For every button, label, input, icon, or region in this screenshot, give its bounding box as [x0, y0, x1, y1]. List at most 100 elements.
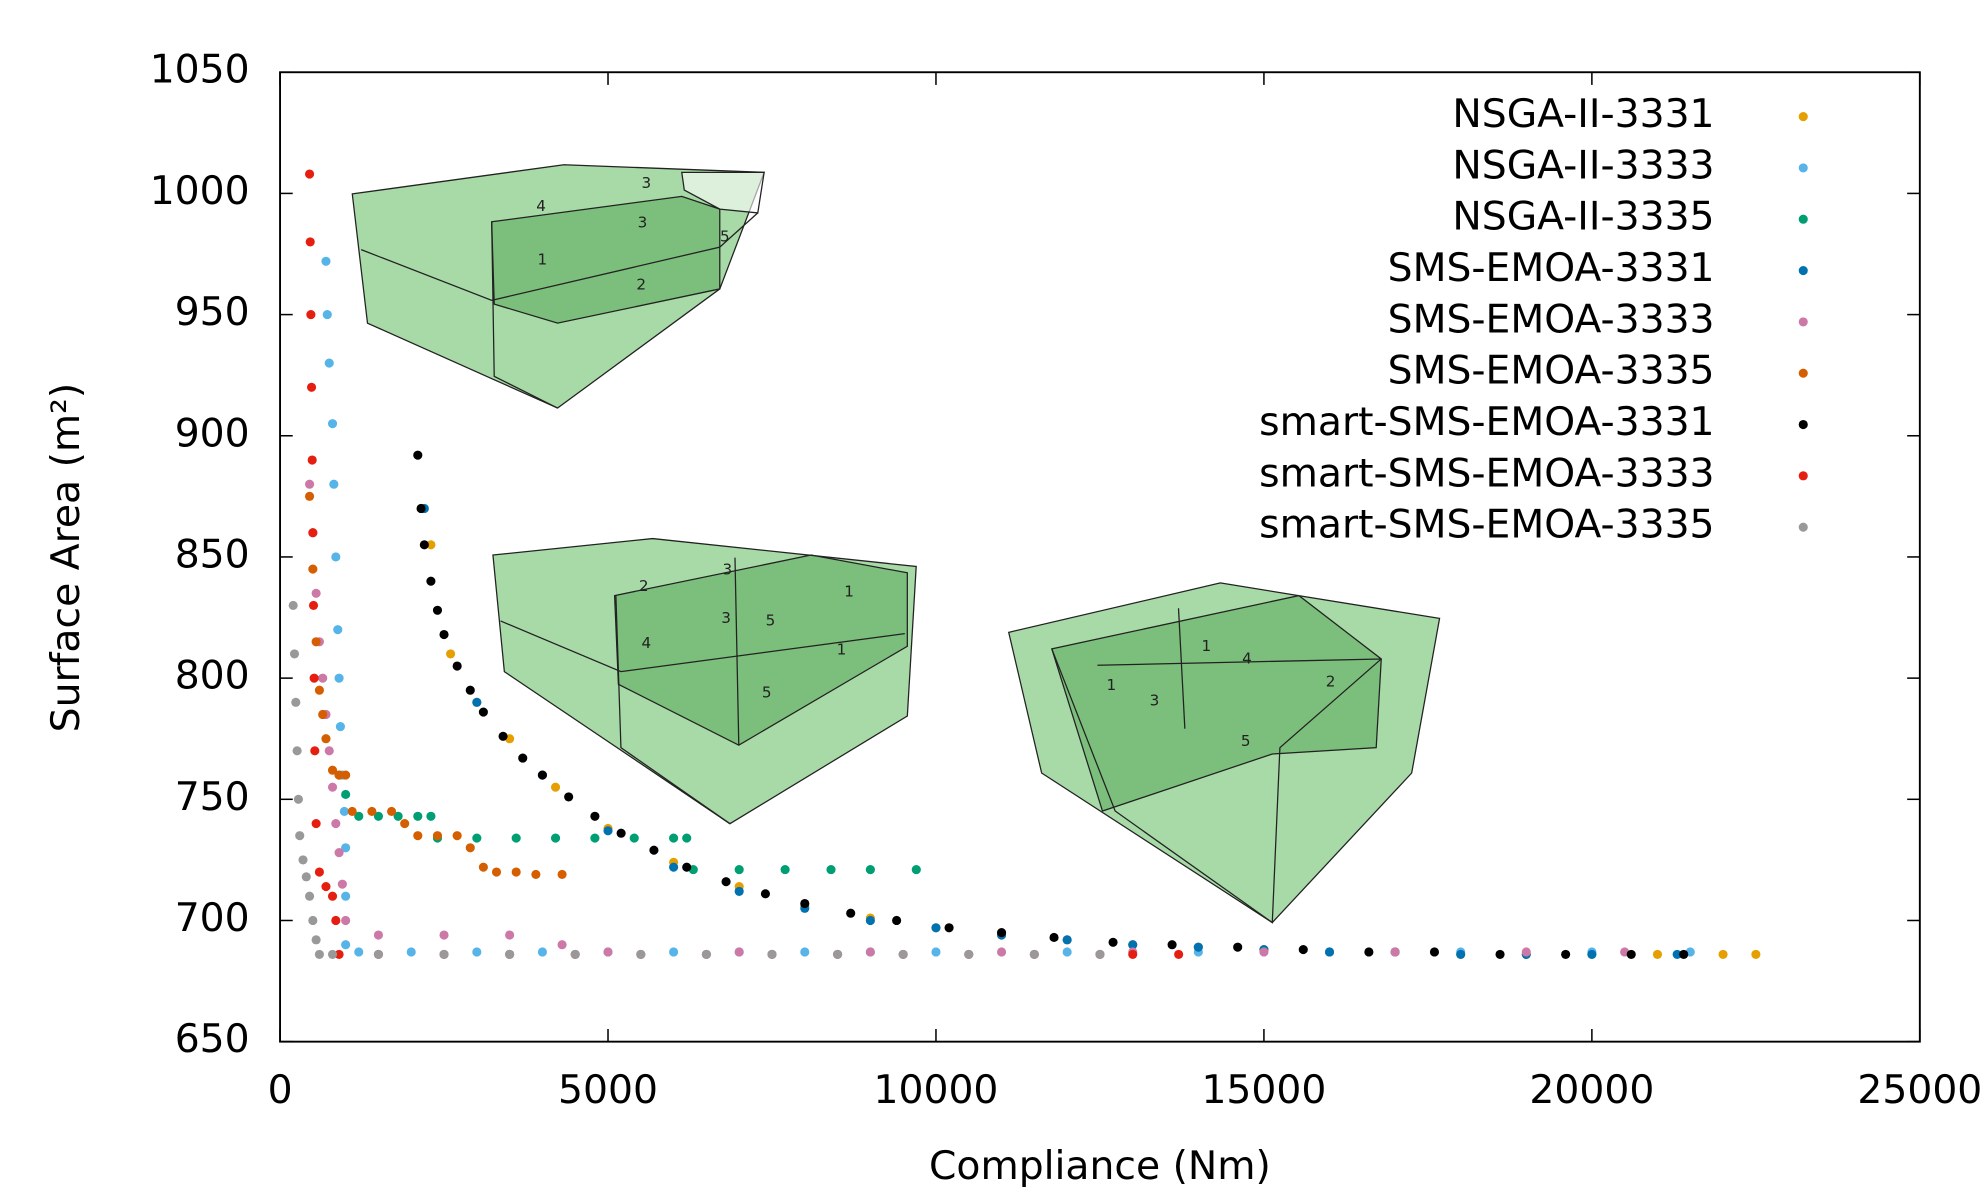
point [1456, 949, 1466, 959]
series [305, 479, 1630, 957]
point [446, 649, 456, 659]
point [298, 855, 308, 865]
point [498, 731, 508, 741]
point [505, 949, 515, 959]
point [334, 673, 344, 683]
point [419, 540, 429, 550]
box-face [1050, 594, 1382, 812]
point [1108, 937, 1118, 947]
point [308, 915, 318, 926]
inset-label: 4 [1242, 649, 1252, 667]
point [341, 940, 351, 950]
point [734, 865, 744, 875]
point [321, 734, 331, 744]
point [305, 169, 315, 179]
point [333, 625, 343, 635]
inset-label: 1 [1107, 676, 1117, 694]
point [1672, 949, 1682, 959]
point [347, 806, 357, 816]
point [293, 794, 303, 804]
point [354, 947, 364, 957]
legend-label: NSGA-II-3333 [1452, 143, 1714, 188]
point [329, 479, 339, 489]
legend-label: NSGA-II-3335 [1452, 195, 1714, 240]
point [1095, 949, 1105, 959]
point [439, 949, 449, 959]
inset-label: 5 [720, 227, 730, 245]
point [1324, 947, 1335, 957]
point [865, 915, 875, 926]
legend-marker [1798, 471, 1808, 481]
point [416, 503, 426, 514]
y-tick-label: 1050 [150, 48, 250, 93]
point [865, 947, 875, 957]
point [309, 673, 319, 683]
x-tick-label: 5000 [558, 1068, 658, 1113]
point [311, 935, 321, 945]
point [669, 862, 679, 872]
box-edge [491, 221, 558, 409]
point [1495, 949, 1505, 959]
point [603, 947, 613, 957]
point [1390, 947, 1400, 957]
point [331, 915, 341, 926]
point [306, 382, 317, 392]
point [305, 237, 315, 247]
point [308, 564, 318, 574]
legend-marker [1798, 522, 1808, 532]
point [1751, 949, 1761, 959]
point [780, 865, 790, 875]
point [1298, 945, 1308, 955]
point [413, 811, 423, 821]
point [472, 833, 482, 843]
point [1128, 949, 1138, 959]
point [478, 707, 488, 717]
inset-label: 2 [639, 577, 649, 595]
point [426, 576, 436, 586]
point [314, 685, 324, 695]
box-edge [360, 212, 759, 301]
legend-label: SMS-EMOA-3335 [1388, 349, 1715, 394]
point [413, 831, 423, 841]
point [537, 770, 547, 780]
point [432, 831, 443, 841]
point [341, 891, 351, 901]
point [373, 949, 384, 959]
point [337, 879, 347, 889]
point [1521, 947, 1531, 957]
point [1652, 949, 1663, 959]
point [310, 746, 320, 756]
point [327, 949, 338, 959]
point [301, 872, 311, 882]
point [1049, 932, 1059, 943]
point [373, 811, 384, 821]
point [472, 947, 482, 957]
point [931, 923, 941, 933]
y-tick-label: 900 [175, 411, 250, 456]
point [557, 940, 567, 950]
point [334, 949, 344, 959]
point [289, 649, 300, 659]
point [406, 947, 416, 957]
point [1679, 949, 1689, 959]
point [557, 869, 567, 879]
point [898, 949, 908, 959]
legend-marker [1798, 317, 1808, 327]
point [1174, 949, 1184, 959]
point [1718, 949, 1728, 959]
point [800, 898, 810, 909]
point [550, 782, 561, 792]
x-tick-label: 25000 [1857, 1068, 1982, 1113]
point [439, 930, 449, 940]
box-face [492, 537, 917, 825]
point [1128, 940, 1138, 950]
point [760, 889, 770, 899]
inset-box [1007, 582, 1441, 924]
point [1193, 942, 1203, 952]
point [324, 358, 334, 368]
legend-label: smart-SMS-EMOA-3335 [1259, 503, 1714, 548]
point [334, 770, 344, 780]
y-tick-label: 700 [175, 896, 250, 941]
point [413, 450, 423, 460]
point [1062, 947, 1072, 957]
